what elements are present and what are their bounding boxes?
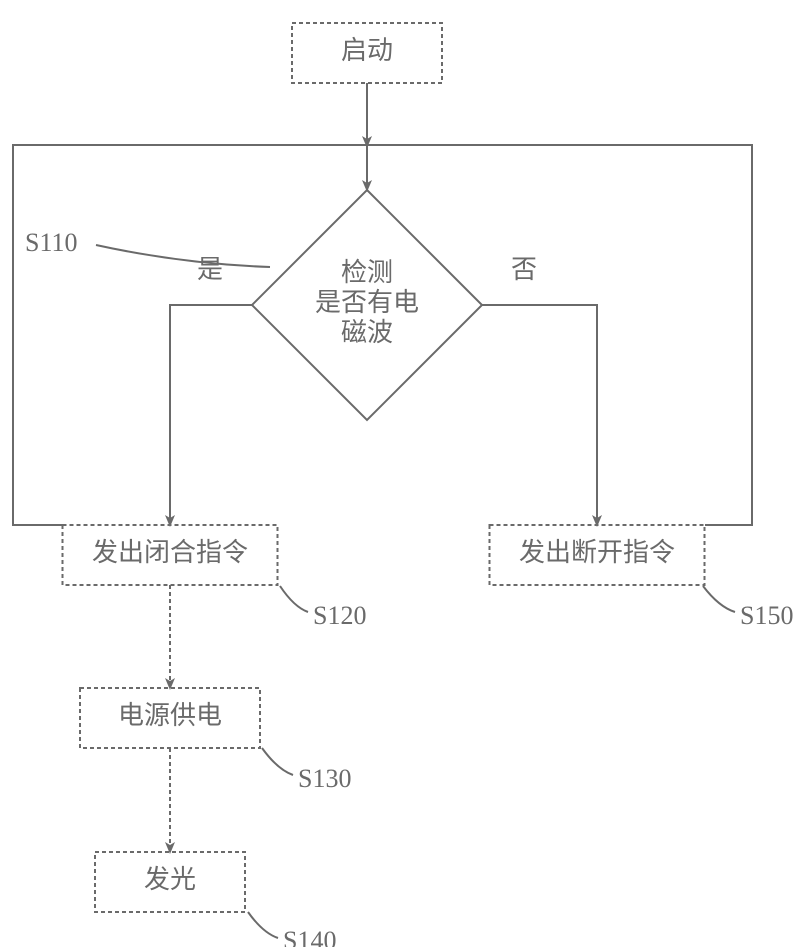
callout-leader-s140: [248, 912, 278, 938]
callout-leader-s120: [280, 586, 308, 612]
edge-feedback-left: [13, 145, 367, 525]
edge-decision-no: [482, 305, 597, 525]
svg-text:发出闭合指令: 发出闭合指令: [92, 538, 248, 567]
edge-decision-yes: [170, 305, 252, 525]
svg-text:磁波: 磁波: [341, 318, 393, 347]
callout-label-s150: S150: [740, 601, 793, 630]
svg-text:电源供电: 电源供电: [118, 701, 222, 730]
callout-label-s110: S110: [25, 228, 78, 257]
callout-label-s140: S140: [283, 926, 336, 947]
svg-text:发光: 发光: [144, 865, 196, 894]
svg-text:发出断开指令: 发出断开指令: [519, 538, 675, 567]
svg-text:是否有电: 是否有电: [315, 288, 419, 317]
callout-label-s120: S120: [313, 601, 366, 630]
svg-text:启动: 启动: [341, 36, 393, 65]
callout-leader-s110: [96, 245, 270, 267]
edge-label-decision-no: 否: [511, 255, 537, 284]
callout-leader-s150: [703, 586, 735, 612]
flowchart-canvas: 是 否 启动检测是否有电磁波发出闭合指令 发出断开指令电源供电发光 S110 S120 S1…: [0, 0, 800, 947]
callout-label-s130: S130: [298, 764, 351, 793]
callout-leader-s130: [262, 748, 293, 775]
svg-text:检测: 检测: [341, 258, 393, 287]
edge-feedback-right: [367, 145, 752, 525]
edge-label-decision-yes: 是: [197, 255, 223, 284]
